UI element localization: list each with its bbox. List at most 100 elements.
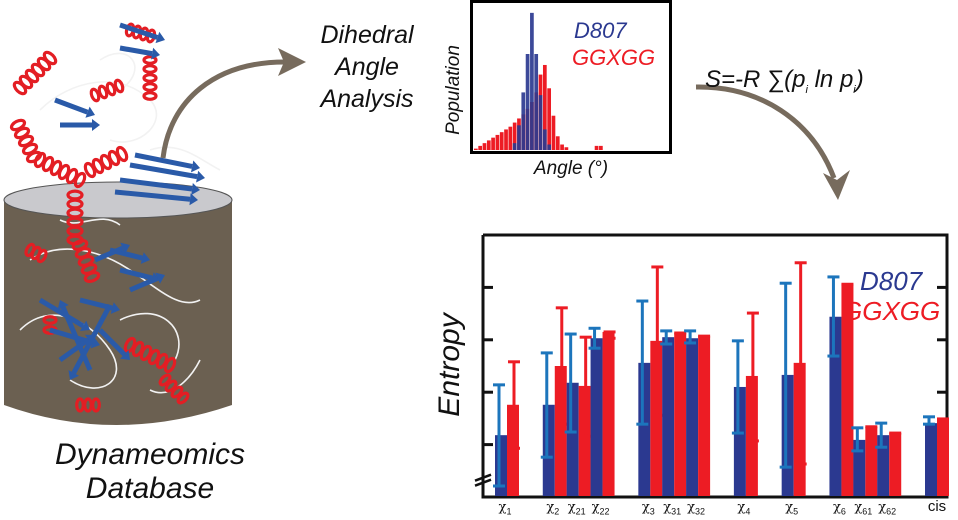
histogram-bar-ggxgg — [512, 122, 517, 150]
helix-icon — [42, 50, 58, 66]
helix-icon — [164, 379, 178, 393]
coil-icon — [119, 312, 180, 361]
histogram-bar-ggxgg — [499, 132, 504, 150]
histogram-chart — [470, 0, 672, 154]
helix-icon — [176, 391, 190, 405]
beta-strand-head-icon — [155, 31, 165, 44]
helix-icon — [97, 84, 109, 100]
bar-d807 — [853, 439, 866, 496]
beta-strand-icon — [119, 267, 153, 281]
helix-icon — [142, 82, 158, 92]
bar-ggxgg — [650, 340, 663, 496]
helix-icon — [89, 87, 101, 103]
beta-strand-head-icon — [85, 106, 95, 118]
bar-d807 — [590, 338, 603, 496]
database-label-line1: Dynameomics — [54, 438, 246, 471]
beta-strand-head-icon — [57, 300, 69, 310]
beta-strand-icon — [129, 162, 198, 180]
histogram-bar-ggxgg — [564, 147, 569, 150]
bar-ggxgg — [674, 332, 687, 496]
bar-d807 — [877, 435, 890, 496]
beta-strand-head-icon — [191, 183, 200, 195]
beta-strand-icon — [98, 328, 127, 357]
beta-strand-icon — [119, 45, 153, 57]
bar-d807 — [566, 382, 579, 496]
bar-ggxgg — [865, 426, 878, 496]
histogram-bar-ggxgg — [486, 140, 491, 150]
entropy-legend-ggxgg: GGXGG — [842, 296, 941, 326]
axis-break-icon — [474, 473, 492, 482]
bar-d807 — [781, 374, 794, 496]
x-tick-label: cis — [927, 498, 947, 515]
helix-icon — [163, 356, 177, 374]
bar-d807 — [686, 338, 699, 496]
histogram-legend-d807: D807 — [574, 18, 627, 43]
histogram-bar-ggxgg — [560, 144, 564, 150]
histogram-bar-ggxgg — [547, 88, 551, 150]
bar-ggxgg — [578, 385, 591, 496]
bar-ggxgg — [841, 284, 854, 496]
histogram-bar-d807 — [517, 125, 521, 150]
axis-break-icon — [474, 478, 492, 487]
histogram-bar-d807 — [525, 54, 530, 150]
x-tick-label: χ6 — [832, 500, 846, 517]
bar-d807 — [925, 423, 937, 496]
histogram-x-axis-label: Angle (°) — [533, 158, 609, 179]
beta-strand-head-icon — [189, 193, 198, 206]
histogram-bar-ggxgg — [491, 137, 495, 150]
histogram-bar-ggxgg — [542, 64, 547, 150]
helix-icon — [158, 373, 172, 387]
helix-icon — [42, 315, 58, 325]
beta-strand-icon — [38, 297, 85, 329]
coil-icon — [99, 52, 136, 91]
beta-strand-head-icon — [120, 350, 130, 360]
histogram-bar-d807 — [542, 129, 547, 150]
entropy-legend-d807: D807 — [860, 266, 923, 296]
histogram-bar-ggxgg — [508, 126, 513, 150]
helix-icon — [115, 145, 129, 163]
histogram-bar-ggxgg — [594, 145, 599, 150]
beta-strand-head-icon — [68, 370, 80, 380]
histogram-bar-ggxgg — [482, 143, 487, 150]
beta-strand-icon — [58, 337, 90, 363]
beta-strand-icon — [119, 22, 159, 40]
helix-icon — [83, 271, 101, 283]
arrow-to-entropy-icon — [695, 84, 837, 179]
histogram-bar-ggxgg — [474, 148, 478, 150]
bar-d807 — [829, 316, 842, 496]
histogram-bar-ggxgg — [504, 129, 508, 150]
beta-strand-icon — [129, 275, 159, 293]
bar-ggxgg — [507, 404, 519, 496]
coil-icon — [59, 218, 121, 226]
bar-ggxgg — [602, 331, 615, 496]
histogram-bar-d807 — [521, 92, 526, 150]
beta-strand-head-icon — [110, 302, 120, 314]
x-tick-label: χ32 — [687, 500, 706, 517]
beta-strand-icon — [60, 306, 93, 371]
bar-d807 — [733, 386, 746, 496]
helix-icon — [73, 171, 87, 189]
x-tick-label: χ21 — [567, 500, 586, 517]
analysis-label-line3: Analysis — [320, 85, 414, 113]
analysis-label-line2: Angle — [335, 53, 399, 81]
x-tick-label: χ62 — [878, 500, 897, 517]
bar-ggxgg — [937, 418, 949, 496]
histogram-bar-ggxgg — [555, 136, 560, 150]
entropy-chart — [474, 233, 949, 499]
beta-strand-icon — [114, 189, 191, 202]
histogram-bar-ggxgg — [551, 115, 556, 150]
x-tick-label: χ2 — [546, 500, 560, 517]
histogram-bar-d807 — [538, 95, 543, 150]
x-tick-label: χ31 — [663, 500, 682, 517]
helix-icon — [142, 91, 158, 101]
histogram-bar-d807 — [530, 12, 534, 150]
x-tick-label: χ4 — [737, 500, 751, 517]
beta-strand-head-icon — [190, 160, 200, 173]
bar-ggxgg — [889, 433, 902, 496]
beta-strand-head-icon — [155, 272, 165, 284]
histogram-bar-d807 — [534, 54, 539, 150]
x-tick-label: χ1 — [498, 500, 512, 517]
x-tick-label: χ22 — [591, 500, 610, 517]
helix-icon — [91, 397, 101, 413]
bar-ggxgg — [698, 336, 711, 496]
